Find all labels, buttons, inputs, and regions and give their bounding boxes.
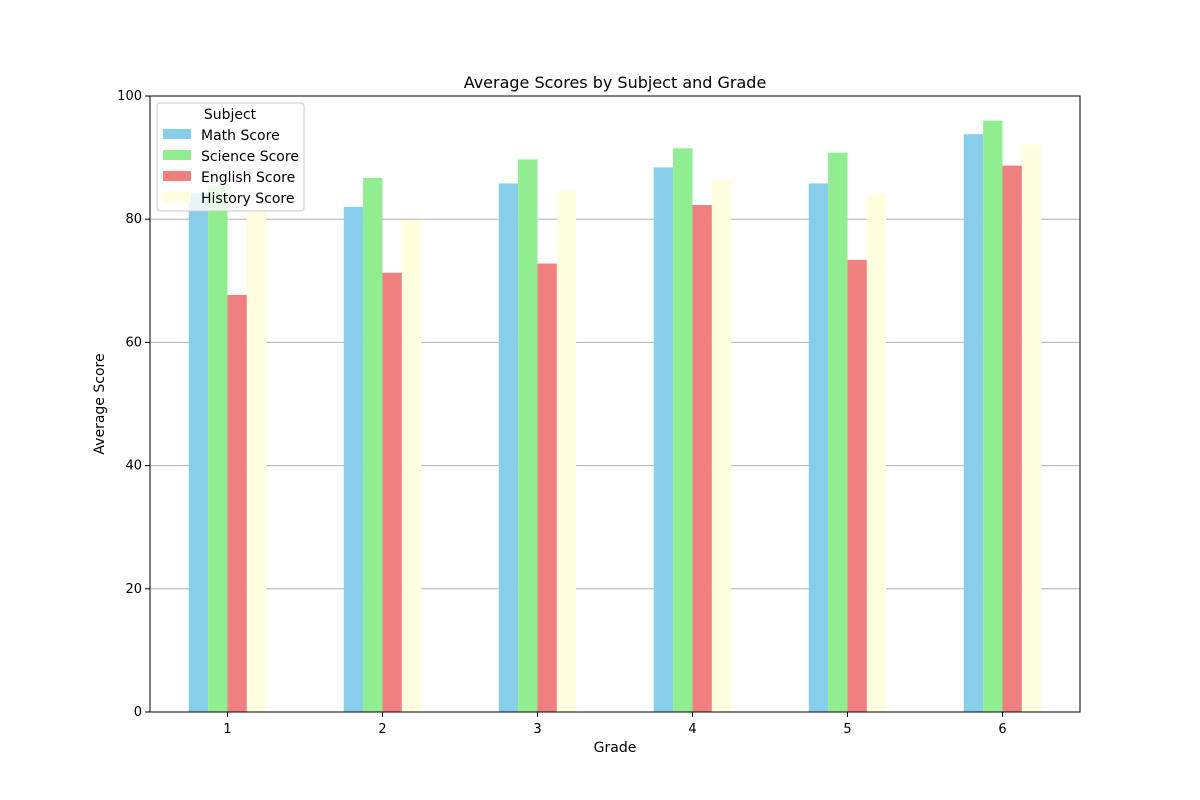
- bar-english-score-grade-6: [1002, 165, 1022, 712]
- bar-history-score-grade-1: [246, 209, 267, 712]
- x-tick-label: 1: [223, 722, 231, 737]
- bars: [188, 120, 1042, 713]
- y-axis-label: Average Score: [92, 353, 108, 454]
- y-tick-label: 40: [125, 459, 142, 474]
- x-tick-label: 2: [378, 722, 386, 737]
- x-tick-label: 5: [843, 722, 851, 737]
- bar-science-score-grade-3: [518, 159, 538, 712]
- y-tick-label: 80: [125, 212, 142, 227]
- y-tick-label: 20: [125, 582, 142, 597]
- y-tick-label: 0: [134, 705, 142, 720]
- bar-math-score-grade-5: [808, 183, 829, 713]
- bar-english-score-grade-1: [227, 294, 247, 712]
- bar-science-score-grade-1: [208, 185, 228, 712]
- y-tick-label: 60: [125, 335, 142, 350]
- x-tick-label: 3: [533, 722, 541, 737]
- bar-english-score-grade-4: [692, 205, 712, 713]
- bar-math-score-grade-2: [343, 206, 364, 712]
- bar-history-score-grade-5: [866, 194, 887, 712]
- legend-items: Math Score Science Score English Score Hist…: [163, 128, 299, 207]
- bar-math-score-grade-1: [188, 193, 209, 712]
- bar-science-score-grade-4: [673, 148, 693, 713]
- grid-lines: [150, 218, 1080, 590]
- legend-label: Math Score: [201, 128, 280, 144]
- x-tick-label: 6: [998, 722, 1006, 737]
- bar-english-score-grade-3: [537, 263, 557, 712]
- axes: [149, 95, 1081, 713]
- bar-science-score-grade-2: [363, 177, 383, 713]
- ticks: 0 20 40 60 80 100 1 2 3 4 5 6: [117, 89, 1006, 737]
- plot-frame: [149, 95, 1081, 713]
- x-tick-label: 4: [688, 722, 696, 737]
- bar-science-score-grade-6: [983, 120, 1003, 712]
- bar-science-score-grade-5: [828, 152, 848, 712]
- bar-english-score-grade-2: [382, 272, 402, 712]
- bar-history-score-grade-4: [711, 179, 732, 712]
- legend-box: [156, 102, 305, 212]
- legend-swatch: [163, 129, 191, 139]
- bar-history-score-grade-2: [401, 220, 422, 712]
- bar-history-score-grade-6: [1021, 144, 1042, 712]
- legend: Subject Math Score Science Score English S…: [156, 102, 305, 212]
- y-tick-label: 100: [117, 89, 142, 104]
- chart-title: Average Scores by Subject and Grade: [464, 73, 767, 92]
- legend-label: History Score: [201, 191, 294, 207]
- legend-label: Science Score: [201, 149, 299, 165]
- bar-history-score-grade-3: [556, 190, 577, 712]
- bar-math-score-grade-3: [498, 183, 519, 713]
- legend-swatch: [163, 171, 191, 181]
- x-axis-label: Grade: [594, 740, 637, 756]
- legend-label: English Score: [201, 170, 295, 186]
- bar-english-score-grade-5: [847, 259, 867, 712]
- bar-math-score-grade-4: [653, 167, 674, 712]
- legend-title: Subject: [204, 107, 257, 123]
- legend-swatch: [163, 192, 191, 202]
- legend-swatch: [163, 150, 191, 160]
- bar-math-score-grade-6: [963, 134, 984, 712]
